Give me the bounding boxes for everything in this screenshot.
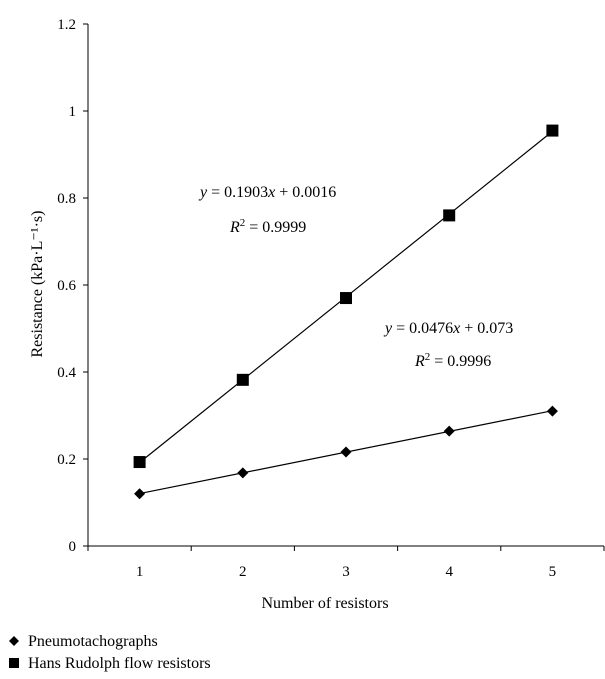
legend-label-pneumotachographs: Pneumotachographs (28, 633, 158, 650)
data-point-diamond (443, 425, 455, 437)
x-axis-title: Number of resistors (261, 595, 388, 612)
data-point-diamond (546, 405, 558, 417)
legend: Pneumotachographs Hans Rudolph flow resi… (9, 633, 211, 672)
series-layer (133, 124, 559, 500)
series-diamond (134, 405, 558, 500)
data-point-diamond (237, 467, 249, 479)
y-tick-label: 1 (69, 104, 77, 120)
data-point-square (340, 292, 352, 305)
y-tick-label: 0.4 (57, 365, 76, 381)
y-tick-label: 1.2 (57, 17, 76, 33)
y-tick-label: 0.8 (57, 191, 76, 207)
data-point-square (443, 209, 456, 222)
data-point-square (133, 456, 146, 469)
y-axis-title: Resistance (kPa·L⁻¹·s) (29, 211, 46, 358)
legend-diamond-marker (9, 636, 19, 646)
x-tick-label: 5 (549, 564, 557, 580)
legend-item-pneumotachographs: Pneumotachographs (9, 633, 158, 650)
x-tick-label: 4 (445, 564, 453, 580)
hans-r-squared: R2 = 0.9999 (229, 217, 306, 236)
x-tick-label: 3 (342, 564, 350, 580)
legend-label-hans-rudolph: Hans Rudolph flow resistors (28, 655, 211, 672)
data-point-diamond (134, 488, 146, 500)
legend-item-hans-rudolph: Hans Rudolph flow resistors (9, 655, 211, 672)
data-point-diamond (340, 446, 352, 458)
axes (87, 24, 604, 547)
series-square (133, 124, 559, 469)
y-tick-label: 0.6 (57, 278, 76, 294)
pneumo-equation: y = 0.0476x + 0.073 (383, 320, 513, 337)
x-tick-label: 2 (239, 564, 247, 580)
y-tick-label: 0.2 (57, 452, 76, 468)
legend-square-marker (9, 658, 19, 668)
x-axis-ticks: 1 2 3 4 5 (87, 546, 605, 580)
hans-equation: y = 0.1903x + 0.0016 (198, 184, 336, 201)
data-point-square (546, 124, 559, 137)
pneumo-r-squared: R2 = 0.9996 (414, 351, 491, 370)
data-point-square (236, 373, 249, 386)
y-axis-ticks: 0 0.2 0.4 0.6 0.8 1 1.2 (57, 17, 88, 555)
y-tick-label: 0 (69, 539, 77, 555)
x-tick-label: 1 (136, 564, 144, 580)
